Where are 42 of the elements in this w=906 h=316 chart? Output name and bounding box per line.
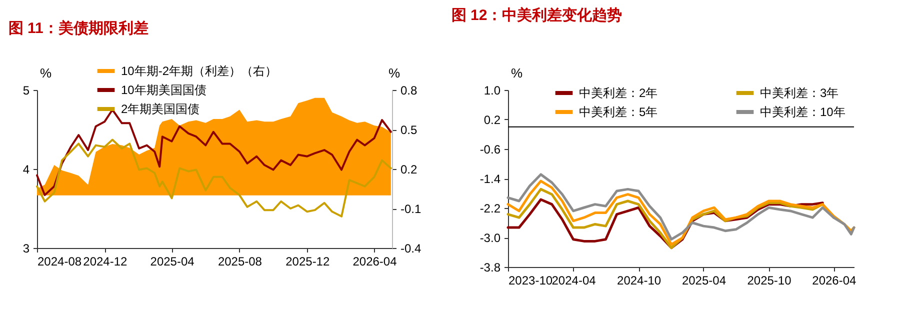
y-tick-label: 5	[22, 84, 30, 98]
y2-tick-label: 0.8	[400, 84, 418, 98]
chart-title: 图 12：中美利差变化趋势	[451, 6, 622, 24]
x-tick-label: 2026-04	[352, 254, 398, 268]
x-tick-label: 2025-04	[682, 274, 726, 288]
legend-label: 2年期美国国债	[121, 102, 200, 116]
y-tick-label: -3.8	[480, 260, 501, 274]
x-tick-label: 2025-10	[747, 274, 792, 288]
y-tick-label: -1.4	[480, 172, 501, 186]
legend-label: 中美利差：5年	[579, 105, 658, 119]
y-tick-label: 0.2	[484, 113, 501, 127]
line-series	[506, 173, 856, 241]
legend-label: 中美利差：3年	[760, 86, 839, 100]
y-tick-label: 1.0	[484, 84, 501, 98]
y2-tick-label: -0.4	[400, 242, 422, 256]
y2-tick-label: 0.5	[400, 123, 418, 137]
x-tick-label: 2024-08	[38, 254, 82, 268]
y-tick-label: 3	[22, 242, 30, 256]
line-series	[506, 180, 856, 246]
y-axis-title: %	[40, 66, 52, 80]
x-tick-label: 2025-04	[150, 254, 195, 268]
x-tick-label: 2023-10	[508, 274, 553, 288]
legend-label: 中美利差：10年	[760, 105, 846, 119]
y2-axis-title: %	[388, 66, 400, 80]
legend-label: 10年期-2年期（利差）（右）	[121, 64, 278, 78]
y-tick-label: -3.0	[480, 231, 501, 245]
x-tick-label: 2025-12	[286, 254, 330, 268]
x-tick-label: 2024-12	[83, 254, 128, 268]
y-tick-label: 4	[22, 162, 30, 176]
y-axis-title: %	[510, 66, 523, 80]
x-tick-label: 2025-08	[218, 254, 262, 268]
x-tick-label: 2024-04	[552, 274, 596, 288]
chart-title: 图 11：美债期限利差	[8, 19, 148, 37]
legend-label: 中美利差：2年	[579, 86, 658, 100]
y2-tick-label: 0.2	[400, 162, 418, 176]
line-series	[36, 138, 392, 218]
y-tick-label: -2.2	[480, 202, 501, 216]
legend-label: 10年期美国国债	[121, 83, 206, 97]
y2-tick-label: -0.1	[400, 202, 422, 216]
x-tick-label: 2026-04	[812, 274, 857, 288]
y-tick-label: -0.6	[480, 142, 501, 156]
x-tick-label: 2024-10	[617, 274, 662, 288]
